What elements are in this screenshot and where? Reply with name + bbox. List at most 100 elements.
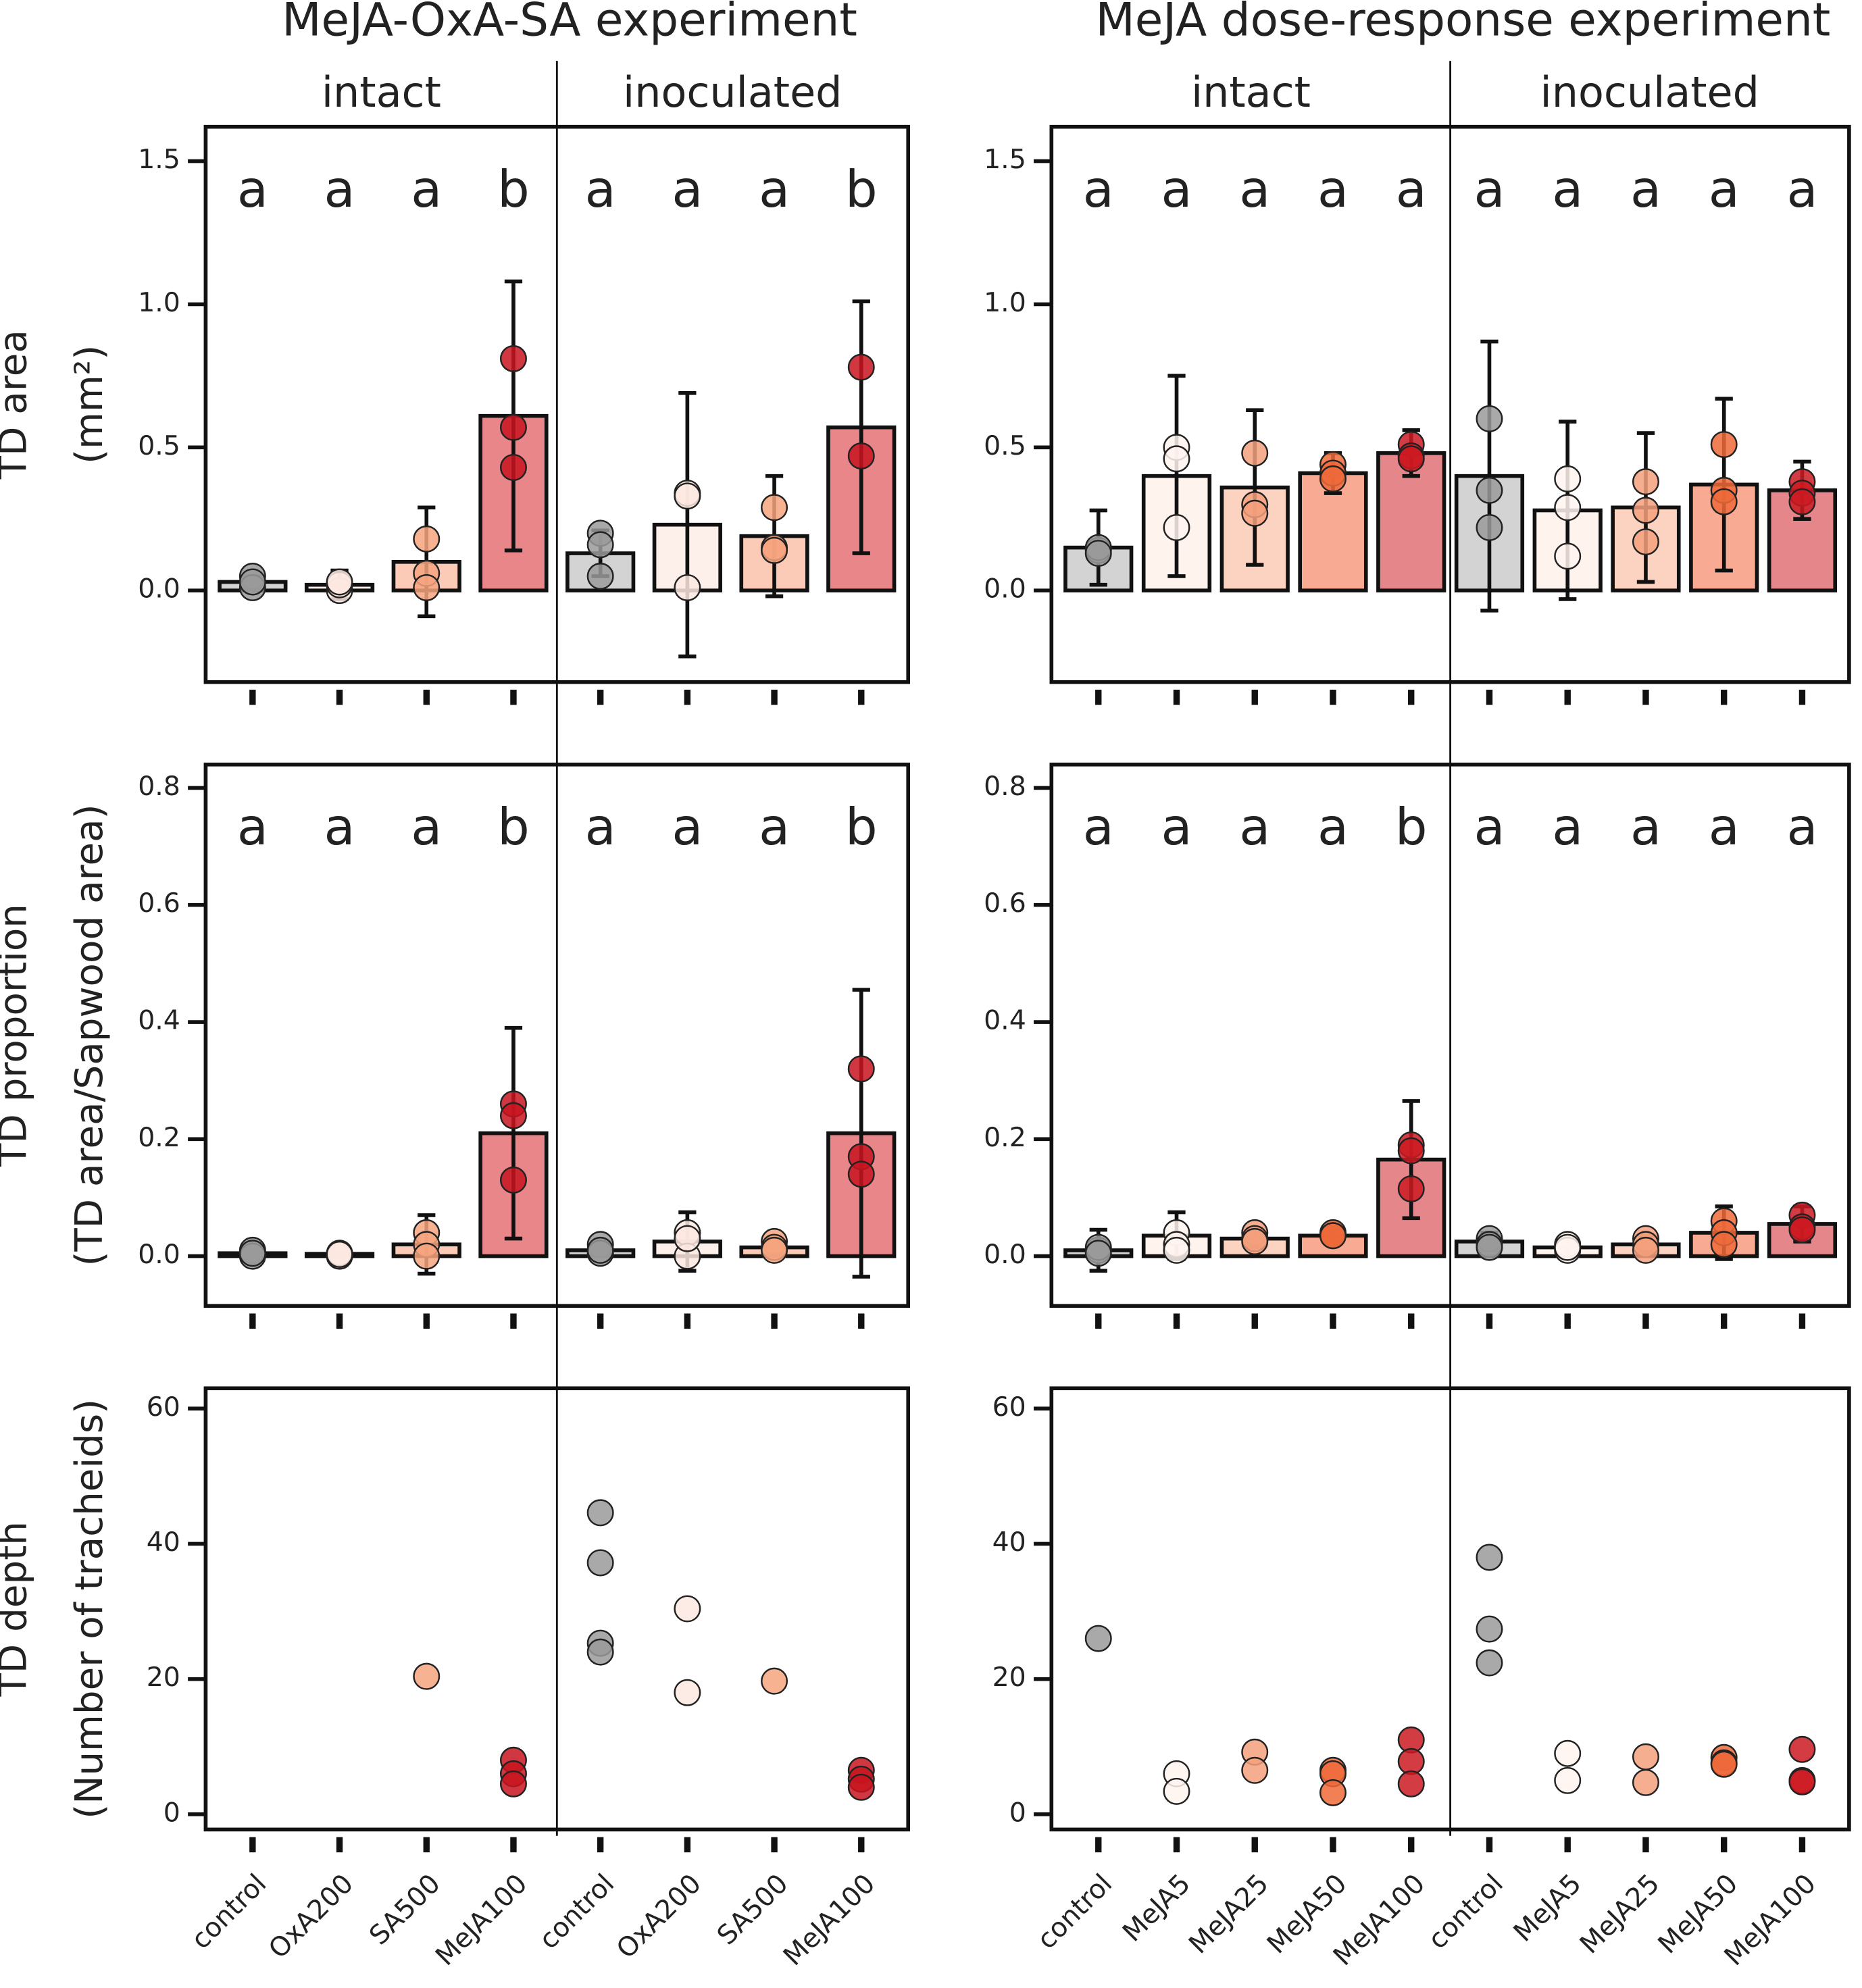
error-bar xyxy=(852,299,870,555)
data-point xyxy=(847,442,875,470)
data-point xyxy=(1710,488,1738,515)
data-point xyxy=(1632,1743,1659,1770)
data-point xyxy=(1241,1756,1269,1784)
y-axis-label: (TD area/Sapwood area) xyxy=(68,804,111,1266)
panel-frame xyxy=(1049,762,1851,1308)
y-tick-label: 1.5 xyxy=(138,144,180,175)
y-tick-label: 0.0 xyxy=(984,574,1026,605)
significance-letter: a xyxy=(585,159,616,219)
x-tick-label: OxA200 xyxy=(611,1868,707,1964)
significance-letter: a xyxy=(1786,797,1817,857)
data-point xyxy=(413,1662,441,1690)
data-point xyxy=(847,1161,875,1188)
data-point xyxy=(1710,1231,1738,1258)
column-title: MeJA-OxA-SA experiment xyxy=(282,0,857,46)
significance-letter: a xyxy=(585,797,616,857)
data-point xyxy=(1319,465,1347,492)
y-tick-label: 0 xyxy=(1009,1797,1026,1828)
data-point xyxy=(1397,1137,1425,1165)
data-point xyxy=(1241,1227,1269,1255)
error-bar xyxy=(1480,339,1499,613)
significance-letter: a xyxy=(1709,159,1740,219)
significance-letter: a xyxy=(1552,159,1583,219)
y-axis-label: TD proportion xyxy=(0,904,35,1167)
data-point xyxy=(1788,488,1816,515)
significance-letter: a xyxy=(1317,797,1349,857)
data-point xyxy=(1554,465,1582,492)
data-point xyxy=(674,1225,701,1252)
data-point xyxy=(1084,1625,1112,1652)
significance-letter: a xyxy=(1396,159,1427,219)
x-tick-label: MeJA100 xyxy=(430,1868,534,1972)
error-bar xyxy=(1246,408,1264,567)
significance-letter: a xyxy=(1474,159,1505,219)
data-point xyxy=(1397,1175,1425,1202)
significance-letter: a xyxy=(1630,797,1661,857)
data-point xyxy=(1554,1739,1582,1767)
significance-letter: a xyxy=(411,159,442,219)
data-point xyxy=(499,1770,527,1798)
significance-letter: b xyxy=(497,159,530,219)
data-point xyxy=(1476,1544,1503,1571)
y-tick-label: 0.4 xyxy=(138,1005,180,1036)
data-point xyxy=(847,1773,875,1801)
significance-letter: b xyxy=(845,159,878,219)
data-point xyxy=(413,574,441,601)
data-point xyxy=(1241,499,1269,527)
group-label: intact xyxy=(322,68,441,117)
y-tick-label: 60 xyxy=(992,1392,1026,1423)
x-tick-label: control xyxy=(185,1868,272,1955)
data-point xyxy=(413,525,441,553)
significance-letter: a xyxy=(1474,797,1505,857)
y-tick-label: 0.5 xyxy=(138,430,180,461)
data-point xyxy=(1632,468,1659,496)
data-point xyxy=(1710,431,1738,459)
data-point xyxy=(1632,496,1659,524)
data-point xyxy=(499,1102,527,1129)
data-point xyxy=(674,1679,701,1706)
data-point xyxy=(326,568,353,596)
data-point xyxy=(1084,1240,1112,1267)
data-point xyxy=(586,1549,614,1577)
x-tick-label: OxA200 xyxy=(263,1868,359,1964)
significance-letter: a xyxy=(759,159,790,219)
data-point xyxy=(586,1236,614,1264)
y-tick-label: 20 xyxy=(992,1662,1026,1693)
y-tick-label: 1.5 xyxy=(984,144,1026,175)
x-tick-label: control xyxy=(1422,1868,1509,1955)
group-label: inoculated xyxy=(1540,68,1759,117)
significance-letter: a xyxy=(759,797,790,857)
y-tick-label: 0.8 xyxy=(138,771,180,802)
significance-letter: a xyxy=(1161,159,1192,219)
data-point xyxy=(586,563,614,590)
y-tick-label: 0.8 xyxy=(984,771,1026,802)
data-point xyxy=(413,1242,441,1270)
data-point xyxy=(499,345,527,372)
significance-letter: a xyxy=(1239,797,1270,857)
significance-letter: a xyxy=(672,159,703,219)
data-point xyxy=(1476,513,1503,541)
x-tick-label: MeJA100 xyxy=(778,1868,882,1972)
y-tick-label: 0.0 xyxy=(138,1239,180,1270)
y-tick-label: 0.0 xyxy=(138,574,180,605)
data-point xyxy=(499,453,527,481)
y-tick-label: 0.0 xyxy=(984,1239,1026,1270)
data-point xyxy=(1397,445,1425,473)
y-tick-label: 1.0 xyxy=(984,287,1026,318)
error-bar xyxy=(678,390,697,659)
data-point xyxy=(1554,494,1582,521)
significance-letter: a xyxy=(1552,797,1583,857)
data-point xyxy=(1163,1777,1190,1805)
data-point xyxy=(586,1638,614,1666)
x-tick-label: control xyxy=(533,1868,620,1955)
data-point xyxy=(674,574,701,601)
error-bar xyxy=(1167,374,1186,578)
significance-letter: a xyxy=(1083,797,1114,857)
y-tick-label: 0.6 xyxy=(984,888,1026,919)
significance-letter: a xyxy=(1083,159,1114,219)
panel-frame xyxy=(203,1386,911,1832)
data-point xyxy=(761,494,788,521)
data-point xyxy=(847,1055,875,1083)
significance-letter: a xyxy=(672,797,703,857)
